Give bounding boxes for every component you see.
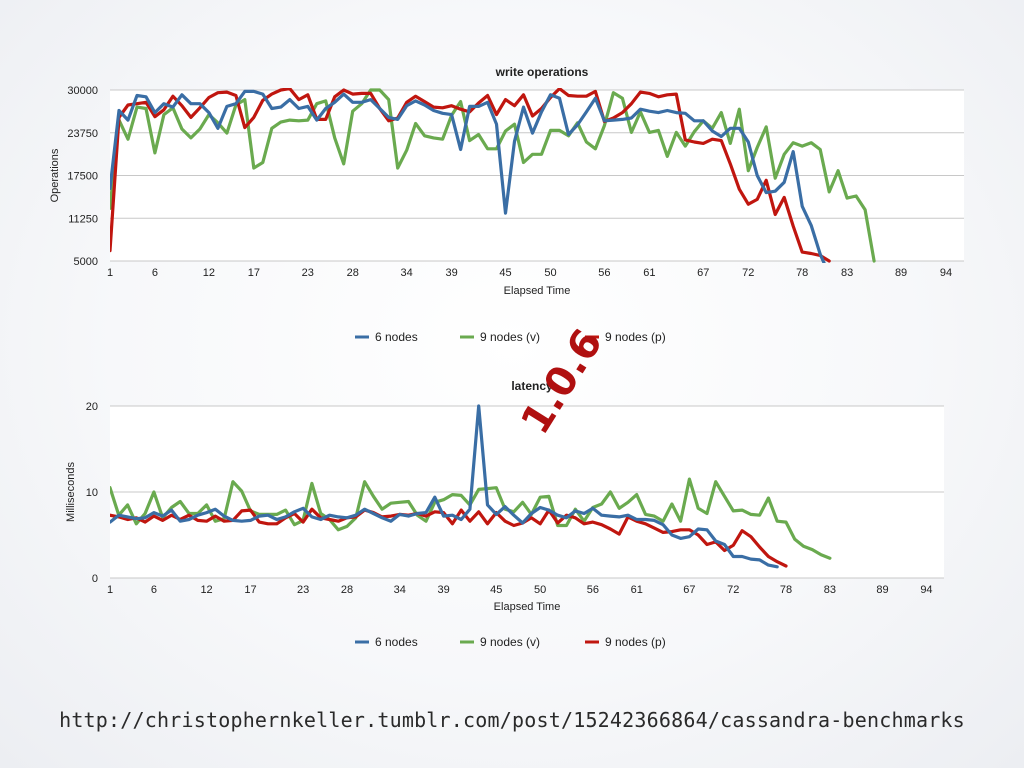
x-axis-label: Elapsed Time bbox=[494, 601, 561, 613]
x-tick-label: 12 bbox=[203, 267, 215, 279]
x-tick-label: 34 bbox=[394, 584, 406, 596]
x-tick-label: 50 bbox=[534, 584, 546, 596]
chart-title: latency bbox=[511, 379, 553, 393]
x-tick-label: 23 bbox=[302, 267, 314, 279]
x-tick-label: 78 bbox=[796, 267, 808, 279]
series-line-9-nodes-p bbox=[110, 507, 788, 568]
x-tick-label: 78 bbox=[780, 584, 792, 596]
x-tick-label: 6 bbox=[152, 267, 158, 279]
x-tick-label: 67 bbox=[683, 584, 695, 596]
legend: 6 nodes 9 nodes (v) 9 nodes (p) bbox=[355, 330, 666, 344]
x-tick-label: 17 bbox=[244, 584, 256, 596]
x-tick-label: 72 bbox=[727, 584, 739, 596]
legend-label: 6 nodes bbox=[375, 635, 418, 649]
y-tick-label: 5000 bbox=[74, 256, 98, 268]
y-axis-label: Milliseconds bbox=[65, 462, 77, 522]
x-tick-label: 61 bbox=[631, 584, 643, 596]
x-tick-label: 1 bbox=[107, 584, 113, 596]
x-tick-label: 56 bbox=[598, 267, 610, 279]
x-tick-label: 39 bbox=[437, 584, 449, 596]
x-tick-label: 12 bbox=[200, 584, 212, 596]
legend-label: 9 nodes (p) bbox=[605, 330, 666, 344]
x-tick-label: 61 bbox=[643, 267, 655, 279]
y-tick-label: 0 bbox=[92, 573, 98, 585]
series-line-6-nodes bbox=[110, 89, 826, 263]
x-tick-label: 39 bbox=[445, 267, 457, 279]
legend-label: 9 nodes (p) bbox=[605, 635, 666, 649]
x-tick-label: 89 bbox=[895, 267, 907, 279]
x-tick-label: 28 bbox=[341, 584, 353, 596]
x-tick-label: 67 bbox=[697, 267, 709, 279]
series-line-6-nodes bbox=[110, 404, 779, 569]
x-tick-label: 1 bbox=[107, 267, 113, 279]
x-tick-label: 17 bbox=[248, 267, 260, 279]
y-tick-label: 23750 bbox=[67, 128, 98, 140]
x-tick-label: 6 bbox=[151, 584, 157, 596]
y-tick-label: 17500 bbox=[67, 171, 98, 183]
legend-label: 9 nodes (v) bbox=[480, 330, 540, 344]
legend-label: 9 nodes (v) bbox=[480, 635, 540, 649]
x-tick-label: 94 bbox=[920, 584, 932, 596]
legend: 6 nodes 9 nodes (v) 9 nodes (p) bbox=[355, 635, 666, 649]
source-url: http://christophernkeller.tumblr.com/pos… bbox=[59, 708, 965, 732]
x-tick-label: 89 bbox=[876, 584, 888, 596]
x-tick-label: 28 bbox=[347, 267, 359, 279]
y-axis-label: Operations bbox=[49, 148, 61, 202]
y-tick-label: 30000 bbox=[67, 85, 98, 97]
y-tick-label: 11250 bbox=[68, 213, 98, 225]
chart-title: write operations bbox=[495, 65, 589, 79]
x-tick-label: 83 bbox=[841, 267, 853, 279]
x-tick-label: 34 bbox=[401, 267, 413, 279]
y-tick-label: 10 bbox=[86, 487, 98, 499]
x-tick-label: 56 bbox=[587, 584, 599, 596]
x-axis-label: Elapsed Time bbox=[504, 285, 571, 297]
x-tick-label: 45 bbox=[499, 267, 511, 279]
x-tick-label: 45 bbox=[490, 584, 502, 596]
legend-label: 6 nodes bbox=[375, 330, 418, 344]
x-tick-label: 23 bbox=[297, 584, 309, 596]
x-tick-label: 83 bbox=[824, 584, 836, 596]
x-tick-label: 94 bbox=[940, 267, 952, 279]
y-tick-label: 20 bbox=[86, 401, 98, 413]
write-operations-chart: 5000 11250 17500 23750 30000 1 6 12 17 23 28 34 39 45… bbox=[49, 65, 964, 344]
x-tick-label: 50 bbox=[544, 267, 556, 279]
x-tick-label: 72 bbox=[742, 267, 754, 279]
